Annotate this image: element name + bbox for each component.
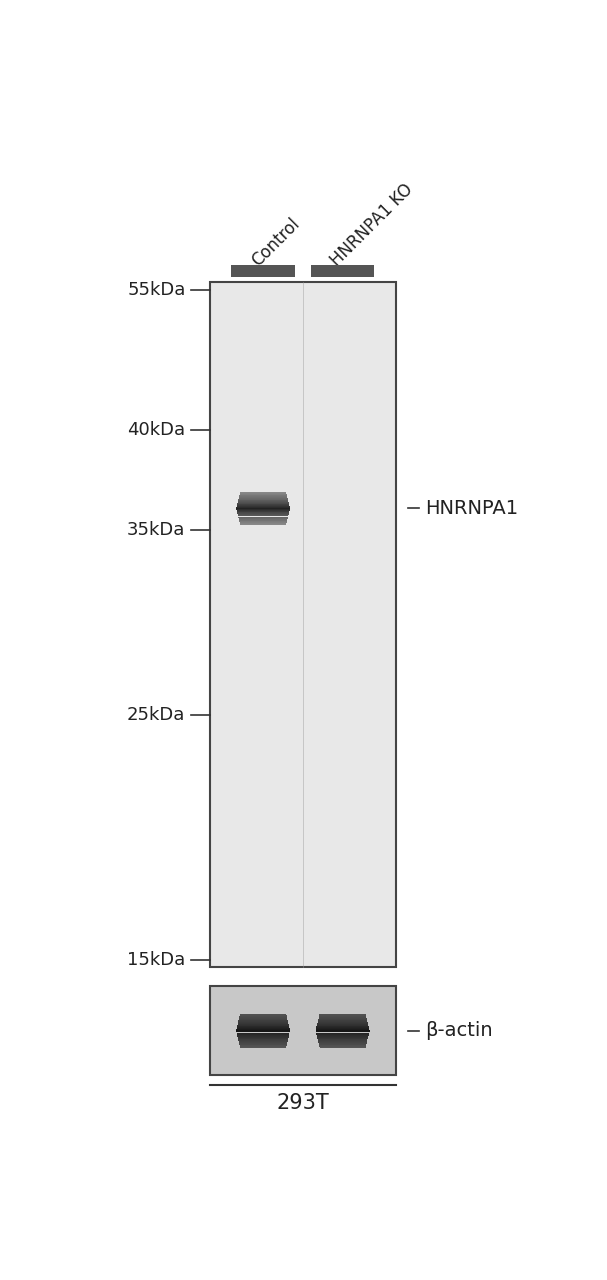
Bar: [311, 265, 375, 276]
Text: 25kDa: 25kDa: [127, 707, 186, 724]
Bar: [210, 987, 396, 1075]
Bar: [210, 282, 396, 966]
Text: HNRNPA1: HNRNPA1: [425, 499, 518, 518]
Bar: [231, 265, 295, 276]
Text: 15kDa: 15kDa: [127, 951, 186, 969]
Text: 35kDa: 35kDa: [127, 521, 186, 539]
Text: 40kDa: 40kDa: [127, 421, 186, 439]
Text: Control: Control: [248, 215, 303, 270]
Text: β-actin: β-actin: [425, 1021, 492, 1041]
Text: 55kDa: 55kDa: [127, 280, 186, 298]
Text: 293T: 293T: [276, 1093, 329, 1112]
Text: HNRNPA1 KO: HNRNPA1 KO: [328, 180, 417, 270]
